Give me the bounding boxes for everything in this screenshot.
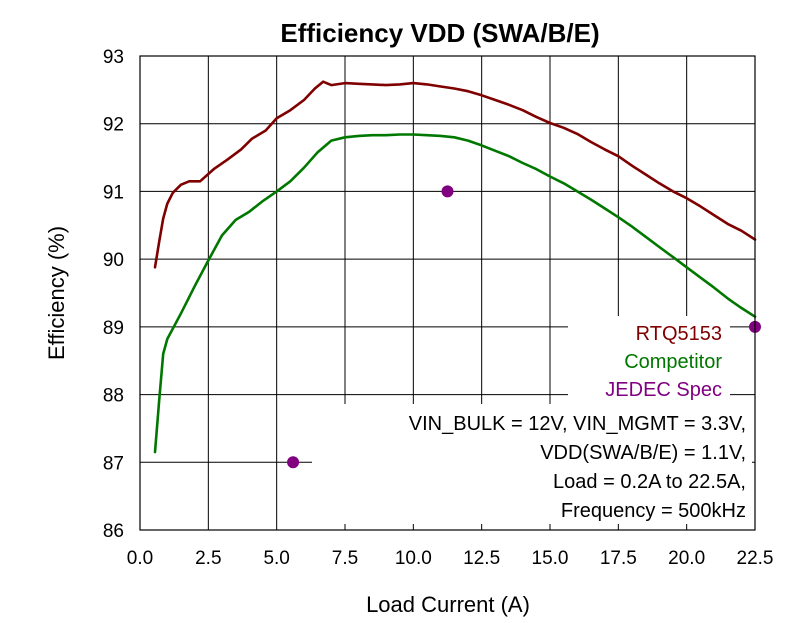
data-point-jedec-spec: [441, 185, 454, 198]
x-tick-label: 15.0: [532, 548, 569, 569]
legend-entry-jedec: JEDEC Spec: [605, 379, 722, 401]
x-tick-label: 0.0: [127, 548, 153, 569]
series-group: [153, 80, 761, 469]
conditions-annotation: VIN_BULK = 12V, VIN_MGMT = 3.3V, VDD(SWA…: [312, 404, 752, 524]
x-tick-label: 22.5: [737, 548, 774, 569]
plot-frame: [139, 55, 756, 531]
series-line-rtq5153: [153, 80, 757, 269]
x-tick-label: 12.5: [463, 548, 500, 569]
y-tick-label: 91: [103, 182, 124, 203]
axis-ticks: 0.0 2.5 5.0 7.5 10.0 12.5 15.0 17.5 20.0 22.5 86 87…: [103, 47, 774, 569]
x-tick-label: 20.0: [668, 548, 705, 569]
data-point-jedec-spec: [287, 456, 300, 469]
annotation-line: Frequency = 500kHz: [561, 500, 746, 522]
legend-entry-competitor: Competitor: [624, 351, 722, 373]
legend-box: [568, 316, 730, 404]
annotation-box: [312, 404, 752, 524]
annotation-line: Load = 0.2A to 22.5A,: [553, 471, 746, 493]
x-tick-label: 5.0: [263, 548, 289, 569]
x-tick-label: 7.5: [332, 548, 358, 569]
x-tick-label: 2.5: [195, 548, 221, 569]
legend-entry-rtq5153: RTQ5153: [636, 323, 722, 345]
series-line-competitor: [153, 133, 757, 454]
legend: RTQ5153 Competitor JEDEC Spec: [568, 316, 730, 404]
x-axis-label: Load Current (A): [366, 592, 530, 617]
annotation-line: VIN_BULK = 12V, VIN_MGMT = 3.3V,: [409, 413, 746, 435]
y-tick-label: 88: [103, 386, 124, 407]
y-tick-label: 90: [103, 250, 124, 271]
x-tick-label: 17.5: [600, 548, 637, 569]
y-tick-label: 92: [103, 115, 124, 136]
y-tick-label: 86: [103, 521, 124, 542]
chart-title: Efficiency VDD (SWA/B/E): [280, 18, 599, 48]
x-tick-label: 10.0: [395, 548, 432, 569]
annotation-line: VDD(SWA/B/E) = 1.1V,: [540, 442, 746, 464]
y-tick-label: 87: [103, 453, 124, 474]
y-tick-label: 93: [103, 47, 124, 68]
y-axis-label: Efficiency (%): [44, 226, 69, 360]
y-tick-label: 89: [103, 318, 124, 339]
